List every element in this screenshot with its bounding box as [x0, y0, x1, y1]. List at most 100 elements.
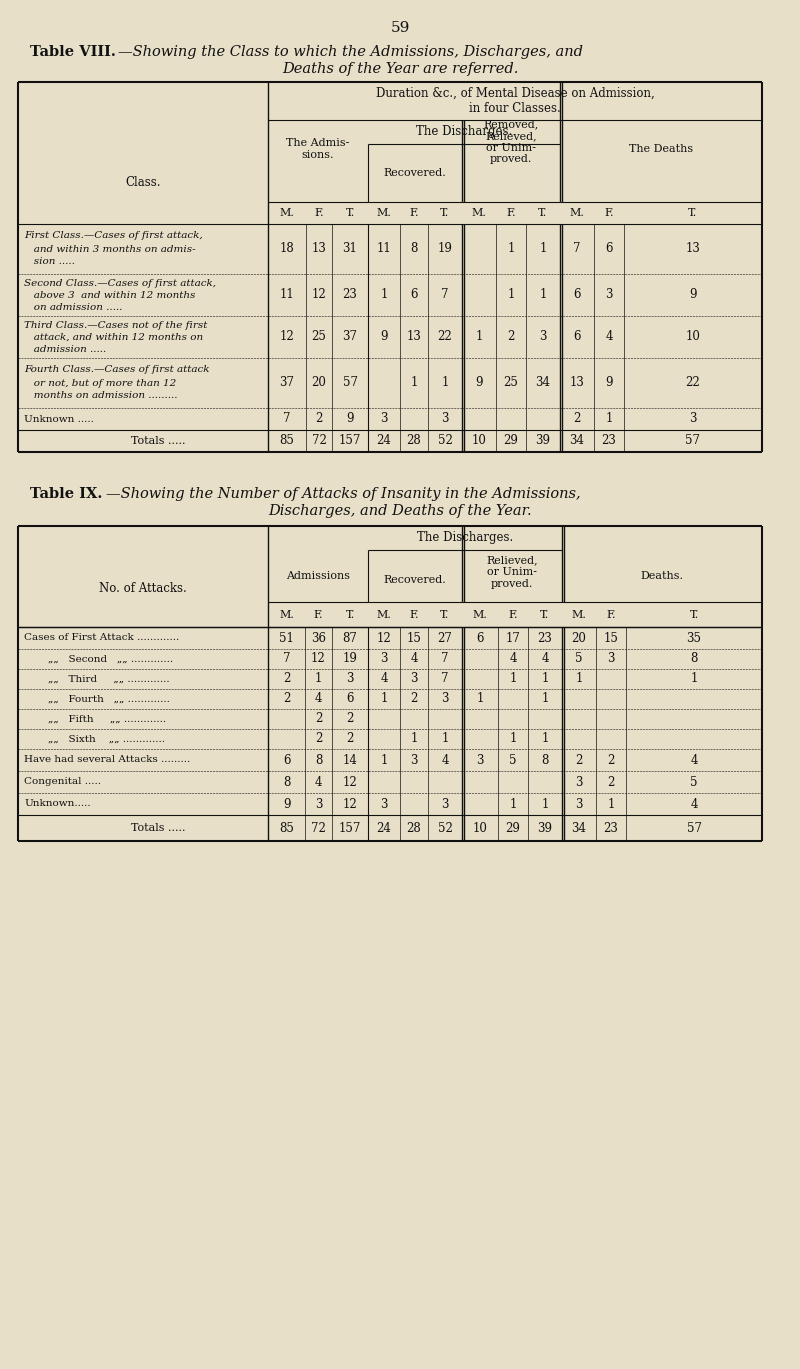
Text: 2: 2 — [346, 712, 354, 726]
Text: 8: 8 — [283, 775, 290, 789]
Text: F.: F. — [506, 208, 516, 218]
Text: 35: 35 — [686, 631, 702, 645]
Text: Class.: Class. — [126, 175, 161, 189]
Text: sion .....: sion ..... — [24, 257, 75, 267]
Text: 39: 39 — [535, 434, 550, 448]
Text: 36: 36 — [311, 631, 326, 645]
Text: 8: 8 — [542, 753, 549, 767]
Text: or not, but of more than 12: or not, but of more than 12 — [24, 378, 176, 387]
Text: Discharges, and Deaths of the Year.: Discharges, and Deaths of the Year. — [268, 504, 532, 517]
Text: 87: 87 — [342, 631, 358, 645]
Text: 6: 6 — [574, 330, 581, 344]
Text: 3: 3 — [575, 798, 582, 810]
Text: 22: 22 — [438, 330, 452, 344]
Text: Deaths of the Year are referred.: Deaths of the Year are referred. — [282, 62, 518, 77]
Text: „„   Fourth   „„ .............: „„ Fourth „„ ............. — [48, 694, 170, 704]
Text: 2: 2 — [507, 330, 514, 344]
Text: —Showing the Class to which the Admissions, Discharges, and: —Showing the Class to which the Admissio… — [118, 45, 583, 59]
Text: 27: 27 — [438, 631, 453, 645]
Text: 1: 1 — [606, 412, 613, 426]
Text: 34: 34 — [535, 376, 550, 390]
Text: 9: 9 — [380, 330, 388, 344]
Text: M.: M. — [377, 611, 391, 620]
Text: 39: 39 — [538, 821, 553, 835]
Text: 13: 13 — [311, 242, 326, 256]
Text: 5: 5 — [510, 753, 517, 767]
Text: 12: 12 — [312, 289, 326, 301]
Text: 1: 1 — [507, 289, 514, 301]
Text: Table IX.: Table IX. — [30, 487, 102, 501]
Text: 1: 1 — [410, 732, 418, 746]
Text: 1: 1 — [542, 693, 549, 705]
Text: 4: 4 — [690, 798, 698, 810]
Text: 1: 1 — [410, 376, 418, 390]
Text: 28: 28 — [406, 821, 422, 835]
Text: 3: 3 — [346, 672, 354, 686]
Text: Deaths.: Deaths. — [641, 571, 683, 580]
Text: M.: M. — [377, 208, 391, 218]
Text: 57: 57 — [686, 821, 702, 835]
Text: 9: 9 — [346, 412, 354, 426]
Text: 4: 4 — [410, 653, 418, 665]
Text: 12: 12 — [342, 798, 358, 810]
Text: 2: 2 — [607, 775, 614, 789]
Text: 4: 4 — [442, 753, 449, 767]
Text: 3: 3 — [476, 753, 484, 767]
Text: 8: 8 — [410, 242, 418, 256]
Text: 5: 5 — [575, 653, 582, 665]
Text: 3: 3 — [410, 753, 418, 767]
Text: F.: F. — [606, 611, 616, 620]
Text: 23: 23 — [538, 631, 553, 645]
Text: 37: 37 — [279, 376, 294, 390]
Text: 1: 1 — [539, 242, 546, 256]
Text: 1: 1 — [542, 798, 549, 810]
Text: 2: 2 — [315, 732, 322, 746]
Text: 2: 2 — [575, 753, 582, 767]
Text: F.: F. — [508, 611, 518, 620]
Text: „„   Sixth    „„ .............: „„ Sixth „„ ............. — [48, 735, 165, 743]
Text: 31: 31 — [342, 242, 358, 256]
Text: 9: 9 — [606, 376, 613, 390]
Text: M.: M. — [473, 611, 487, 620]
Text: No. of Attacks.: No. of Attacks. — [99, 582, 187, 594]
Text: 1: 1 — [380, 753, 388, 767]
Text: M.: M. — [279, 611, 294, 620]
Text: months on admission .........: months on admission ......... — [24, 392, 178, 401]
Text: 10: 10 — [471, 434, 486, 448]
Text: T.: T. — [540, 611, 550, 620]
Text: 85: 85 — [279, 821, 294, 835]
Text: 8: 8 — [315, 753, 322, 767]
Text: 6: 6 — [476, 631, 484, 645]
Text: 2: 2 — [574, 412, 581, 426]
Text: 1: 1 — [542, 732, 549, 746]
Text: F.: F. — [314, 611, 323, 620]
Text: F.: F. — [410, 208, 418, 218]
Text: 4: 4 — [690, 753, 698, 767]
Text: attack, and within 12 months on: attack, and within 12 months on — [24, 333, 203, 341]
Text: 2: 2 — [346, 732, 354, 746]
Text: 3: 3 — [442, 412, 449, 426]
Text: 34: 34 — [570, 434, 585, 448]
Text: 24: 24 — [377, 434, 391, 448]
Text: 15: 15 — [406, 631, 422, 645]
Text: Removed,
Relieved,
or Unim-
proved.: Removed, Relieved, or Unim- proved. — [483, 119, 538, 164]
Text: 72: 72 — [311, 434, 326, 448]
Text: 7: 7 — [442, 653, 449, 665]
Text: 1: 1 — [510, 672, 517, 686]
Text: 19: 19 — [438, 242, 453, 256]
Text: 29: 29 — [503, 434, 518, 448]
Text: 23: 23 — [342, 289, 358, 301]
Text: 6: 6 — [346, 693, 354, 705]
Text: admission .....: admission ..... — [24, 345, 106, 353]
Text: F.: F. — [314, 208, 324, 218]
Text: 20: 20 — [311, 376, 326, 390]
Text: M.: M. — [570, 208, 585, 218]
Text: 52: 52 — [438, 821, 453, 835]
Text: 20: 20 — [571, 631, 586, 645]
Text: 9: 9 — [282, 798, 290, 810]
Text: 12: 12 — [280, 330, 294, 344]
Text: 1: 1 — [442, 376, 449, 390]
Text: F.: F. — [604, 208, 614, 218]
Text: Unknown.....: Unknown..... — [24, 799, 90, 809]
Text: 3: 3 — [442, 798, 449, 810]
